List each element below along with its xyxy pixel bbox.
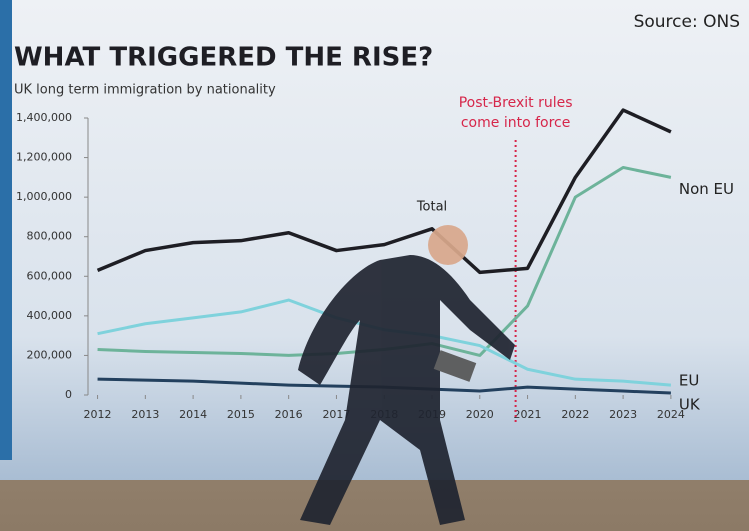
screen-edge [0,0,12,460]
x-tick-label: 2013 [131,408,159,421]
presenter-head [428,225,468,265]
series-label: Total [416,199,447,214]
annotation-text: come into force [461,115,570,131]
series-label: Non EU [679,180,734,198]
y-tick-label: 0 [65,388,72,401]
chart-subtitle: UK long term immigration by nationality [14,83,276,98]
y-tick-label: 1,200,000 [16,151,72,164]
y-tick-label: 200,000 [27,348,73,361]
x-tick-label: 2014 [179,408,207,421]
presenter [298,225,515,525]
x-tick-label: 2015 [227,408,255,421]
annotation-text: Post-Brexit rules [459,95,573,111]
x-tick-label: 2024 [657,408,685,421]
y-tick-label: 400,000 [27,309,73,322]
x-tick-label: 2017 [322,408,350,421]
x-tick-label: 2022 [561,408,589,421]
x-tick-label: 2012 [84,408,112,421]
y-tick-label: 800,000 [27,230,73,243]
x-tick-label: 2021 [514,408,542,421]
source: Source: ONS [634,12,740,32]
series-label: EU [679,372,699,390]
tablet [433,350,477,382]
presenter-body [298,255,515,525]
series-line [96,108,672,275]
x-tick-label: 2023 [609,408,637,421]
chart-title: WHAT TRIGGERED THE RISE? [14,43,433,73]
x-tick-label: 2020 [466,408,494,421]
series-label: UK [679,396,701,414]
y-tick-label: 600,000 [27,269,73,282]
y-tick-label: 1,000,000 [16,190,72,203]
x-tick-label: 2016 [275,408,303,421]
y-tick-label: 1,400,000 [16,111,72,124]
